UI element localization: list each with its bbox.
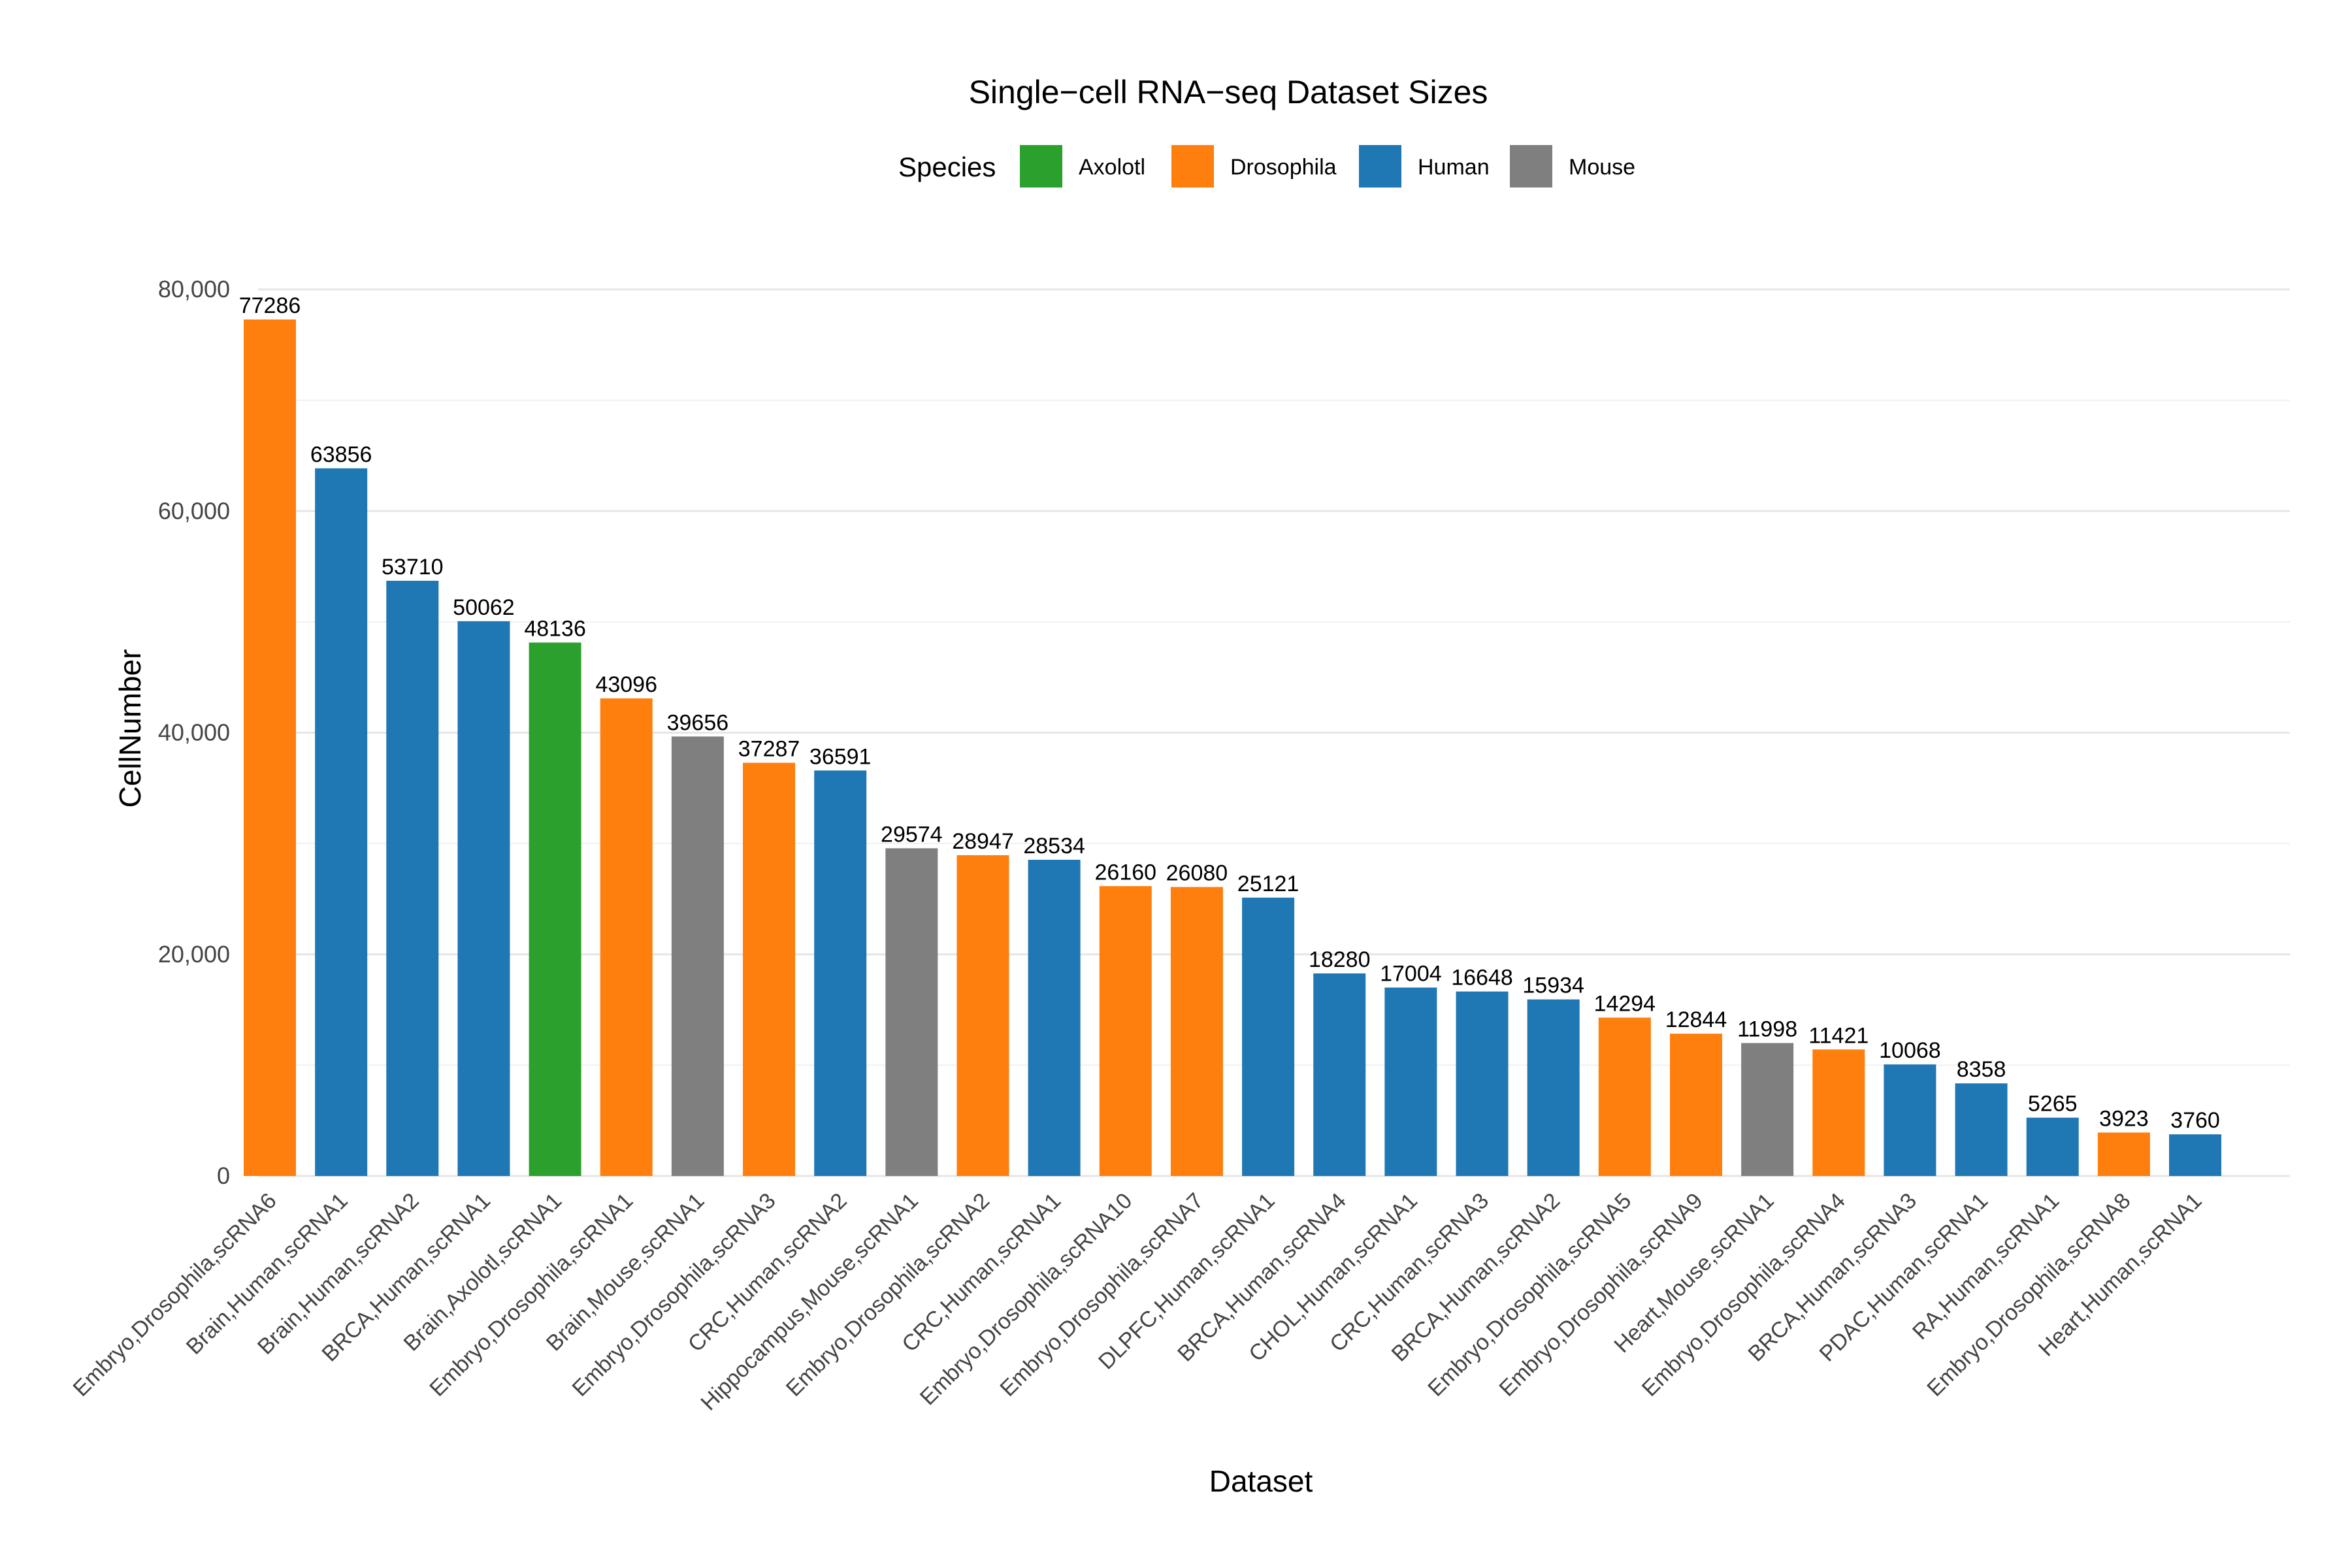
legend-key <box>1510 145 1552 188</box>
bar <box>671 736 724 1176</box>
bar-data-label: 77286 <box>239 293 301 318</box>
bar <box>1884 1064 1936 1176</box>
bar <box>1598 1017 1651 1176</box>
bar <box>1028 859 1081 1176</box>
legend-label: Axolotl <box>1079 155 1145 180</box>
bar-data-label: 48136 <box>524 616 586 641</box>
bar <box>1955 1083 2008 1176</box>
bar-data-label: 36591 <box>809 744 872 769</box>
bar-data-label: 39656 <box>667 710 729 735</box>
bar <box>386 580 439 1176</box>
bar-data-label: 11421 <box>1808 1023 1869 1048</box>
bar-data-label: 17004 <box>1380 962 1442 987</box>
bar <box>956 855 1009 1176</box>
legend-label: Mouse <box>1569 155 1635 180</box>
bar <box>1812 1049 1865 1176</box>
legend-label: Human <box>1418 155 1490 180</box>
bar <box>1384 987 1437 1176</box>
bar-data-label: 28534 <box>1023 834 1085 858</box>
bar-data-label: 53710 <box>382 555 444 580</box>
bar <box>600 698 653 1176</box>
bar <box>1170 887 1223 1176</box>
bar-data-label: 10068 <box>1879 1038 1941 1063</box>
bar-data-label: 3923 <box>2099 1106 2149 1131</box>
bar <box>315 468 368 1177</box>
bar-data-label: 43096 <box>595 672 657 697</box>
bar <box>743 762 796 1176</box>
bar-data-label: 12844 <box>1665 1007 1727 1032</box>
y-tick-label: 60,000 <box>158 497 230 524</box>
legend-key <box>1359 145 1401 188</box>
bar <box>244 319 296 1176</box>
y-tick-label: 0 <box>217 1162 230 1189</box>
bar <box>1099 886 1152 1176</box>
y-tick-label: 80,000 <box>158 276 230 302</box>
bar <box>457 621 510 1176</box>
bar-data-label: 26160 <box>1095 860 1157 885</box>
legend: Species Axolotl Drosophila Human Mouse <box>898 145 1635 188</box>
bar <box>1313 973 1366 1176</box>
legend-title: Species <box>898 152 996 182</box>
y-tick-label: 20,000 <box>158 941 230 968</box>
legend-key <box>1020 145 1062 188</box>
y-axis-title: CellNumber <box>113 649 147 808</box>
bar <box>1242 897 1295 1176</box>
legend-label: Drosophila <box>1230 155 1337 180</box>
bar-data-label: 11998 <box>1737 1017 1797 1041</box>
bar-data-label: 25121 <box>1237 872 1299 896</box>
bar <box>814 770 867 1176</box>
legend-key <box>1171 145 1214 188</box>
bar <box>1741 1043 1794 1176</box>
bar-data-label: 14294 <box>1594 992 1656 1017</box>
bar <box>1456 991 1509 1176</box>
bar <box>885 848 938 1176</box>
x-axis-ticks: Embryo,Drosophila,scRNA6Brain,Human,scRN… <box>68 1188 2206 1416</box>
bar <box>1527 999 1580 1176</box>
bar-data-label: 26080 <box>1166 861 1228 886</box>
bar-data-label: 15934 <box>1522 973 1584 998</box>
bar-data-label: 8358 <box>1957 1057 2006 1082</box>
bar <box>2097 1132 2150 1176</box>
bar-data-label: 3760 <box>2170 1108 2220 1133</box>
bar <box>2169 1134 2221 1176</box>
bar <box>2026 1117 2079 1176</box>
y-tick-label: 40,000 <box>158 719 230 746</box>
bar-data-label: 63856 <box>310 442 372 467</box>
chart-title: Single−cell RNA−seq Dataset Sizes <box>969 74 1488 110</box>
bar-data-label: 18280 <box>1309 947 1371 972</box>
bar-data-label: 5265 <box>2028 1092 2078 1117</box>
bar-data-label: 50062 <box>453 595 515 620</box>
bar <box>1669 1034 1722 1176</box>
bar <box>529 642 581 1176</box>
y-axis-ticks: 0 20,000 40,000 60,000 80,000 <box>158 276 230 1189</box>
bar-data-label: 16648 <box>1451 966 1513 990</box>
bars <box>244 319 2221 1177</box>
bar-data-labels: 77286 63856 53710 50062 48136 43096 39656 37287… <box>239 293 2220 1133</box>
x-axis-title: Dataset <box>1209 1464 1313 1498</box>
bar-data-label: 37287 <box>738 737 800 762</box>
bar-data-label: 29574 <box>881 822 943 847</box>
bar-data-label: 28947 <box>952 829 1014 854</box>
